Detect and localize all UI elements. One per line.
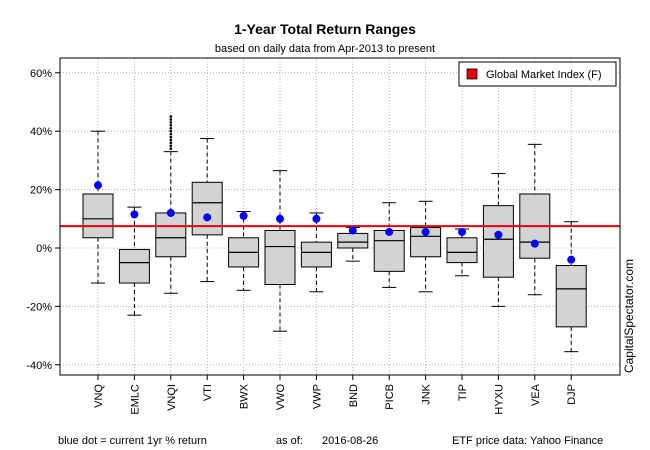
x-tick-label: BWX xyxy=(239,383,251,409)
outlier-point xyxy=(169,147,173,151)
current-return-dot xyxy=(166,208,175,217)
box-body xyxy=(337,232,369,249)
box-body xyxy=(555,265,587,328)
current-return-dot xyxy=(348,226,357,235)
current-return-dot xyxy=(458,227,466,236)
y-axis: -40% -20% 0% 20% 40% 60% xyxy=(26,68,60,372)
outlier-point xyxy=(169,144,173,148)
outlier-point xyxy=(169,115,173,118)
footer-left: blue dot = current 1yr % return xyxy=(58,435,207,447)
x-tick-label: VNQ xyxy=(93,384,105,408)
box-bwx xyxy=(228,211,260,291)
legend: Global Market Index (F) xyxy=(458,61,617,87)
x-tick-label: BND xyxy=(348,384,360,407)
legend-box xyxy=(458,61,617,87)
box-emlc xyxy=(118,206,150,316)
x-tick-label: VTI xyxy=(202,384,214,401)
outlier-point xyxy=(169,132,173,136)
x-tick-label: PICB xyxy=(384,384,396,410)
x-tick-label: JNK xyxy=(421,383,433,404)
box-body xyxy=(300,241,332,268)
box-vnqi xyxy=(155,115,187,294)
current-return-dot xyxy=(567,255,576,264)
outlier-point xyxy=(169,138,173,142)
outlier-point xyxy=(169,121,173,124)
legend-swatch xyxy=(466,68,478,80)
outlier-point xyxy=(169,129,173,133)
box-vnq xyxy=(82,130,114,284)
box-vea xyxy=(519,143,551,296)
box-body xyxy=(373,229,405,272)
box-body xyxy=(118,248,150,284)
y-tick-label: -20% xyxy=(26,301,52,313)
y-tick-label: 40% xyxy=(30,126,52,138)
current-return-dot xyxy=(203,213,212,222)
x-tick-label: TIP xyxy=(457,384,469,401)
current-return-dot xyxy=(276,214,284,223)
box-tip xyxy=(446,228,478,277)
x-tick-label: DJP xyxy=(566,384,578,405)
chart-title: 1-Year Total Return Ranges xyxy=(234,21,416,37)
outlier-point xyxy=(169,126,173,130)
footer-right: ETF price data: Yahoo Finance xyxy=(452,435,603,447)
x-axis: VNQ EMLC VNQI VTI BWX VWO VWP BND PICB JNK TIP HYXU… xyxy=(93,375,578,415)
box-picb xyxy=(373,202,405,288)
outlier-point xyxy=(169,124,173,127)
current-return-dots xyxy=(94,181,576,264)
x-tick-label: EMLC xyxy=(129,384,141,415)
box-djp xyxy=(555,221,587,353)
y-tick-label: -40% xyxy=(26,360,52,372)
box-body xyxy=(82,193,114,239)
y-tick-label: 60% xyxy=(30,68,52,80)
current-return-dot xyxy=(494,230,503,239)
current-return-dot xyxy=(421,227,430,236)
footer-as-of-date: 2016-08-26 xyxy=(322,435,378,447)
x-tick-label: HYXU xyxy=(493,384,505,415)
current-return-dot xyxy=(94,181,102,190)
y-tick-label: 20% xyxy=(30,185,52,197)
chart-subtitle: based on daily data from Apr-2013 to pre… xyxy=(215,43,435,55)
boxes xyxy=(82,115,587,353)
outlier-point xyxy=(169,141,173,145)
legend-label: Global Market Index (F) xyxy=(486,69,602,81)
side-label: CapitalSpectator.com xyxy=(622,259,636,373)
box-body xyxy=(155,212,187,258)
current-return-dot xyxy=(130,210,139,219)
footer-as-of-label: as of: xyxy=(276,435,303,447)
box-vti xyxy=(191,138,223,283)
box-vwp xyxy=(300,212,332,293)
current-return-dot xyxy=(312,214,321,223)
box-vwo xyxy=(264,170,296,332)
box-hyxu xyxy=(482,173,514,307)
x-tick-label: VWP xyxy=(311,384,323,409)
outlier-point xyxy=(169,135,173,139)
current-return-dot xyxy=(385,227,394,236)
box-body xyxy=(264,229,296,285)
box-body xyxy=(446,237,478,264)
x-tick-label: VEA xyxy=(530,383,542,406)
y-tick-label: 0% xyxy=(36,243,52,255)
box-body xyxy=(482,205,514,278)
outlier-point xyxy=(169,118,173,121)
x-tick-label: VNQI xyxy=(166,384,178,411)
plot-frame xyxy=(59,57,621,376)
x-tick-label: VWO xyxy=(275,384,287,411)
current-return-dot xyxy=(239,211,248,220)
current-return-dot xyxy=(530,239,539,248)
